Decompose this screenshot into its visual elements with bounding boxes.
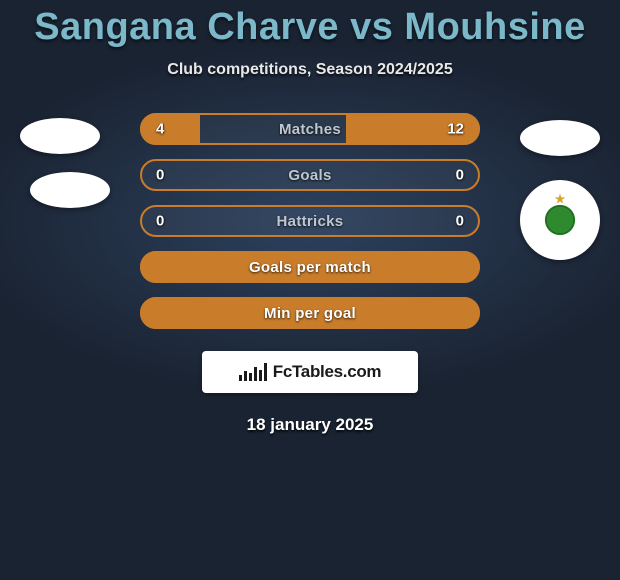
stat-right-value: 0 — [456, 167, 464, 184]
stat-label: Matches — [142, 121, 478, 138]
stat-right-value: 0 — [456, 213, 464, 230]
stat-right-value: 12 — [447, 121, 464, 138]
stat-label: Hattricks — [142, 213, 478, 230]
stat-left-value: 0 — [156, 167, 164, 184]
stat-row-goals-per-match: Goals per match — [140, 251, 480, 283]
stat-label: Goals per match — [142, 259, 478, 276]
team-a-badge-2 — [30, 172, 110, 208]
stat-left-value: 4 — [156, 121, 164, 138]
subtitle: Club competitions, Season 2024/2025 — [0, 61, 620, 79]
stat-row-goals: 0 Goals 0 — [140, 159, 480, 191]
brand-text: FcTables.com — [273, 362, 382, 382]
team-a-badge-1 — [20, 118, 100, 154]
stat-row-min-per-goal: Min per goal — [140, 297, 480, 329]
date-label: 18 january 2025 — [0, 415, 620, 435]
bar-chart-icon — [239, 363, 267, 381]
comparison-card: Sangana Charve vs Mouhsine Club competit… — [0, 0, 620, 580]
club-crest-icon: ★ — [529, 189, 591, 251]
stat-label: Goals — [142, 167, 478, 184]
brand-box[interactable]: FcTables.com — [202, 351, 418, 393]
stat-label: Min per goal — [142, 305, 478, 322]
page-title: Sangana Charve vs Mouhsine — [0, 6, 620, 49]
team-b-badge-1 — [520, 120, 600, 156]
stat-row-matches: 4 Matches 12 — [140, 113, 480, 145]
stat-left-value: 0 — [156, 213, 164, 230]
stat-row-hattricks: 0 Hattricks 0 — [140, 205, 480, 237]
star-icon: ★ — [555, 193, 566, 205]
team-b-badge-2: ★ — [520, 180, 600, 260]
